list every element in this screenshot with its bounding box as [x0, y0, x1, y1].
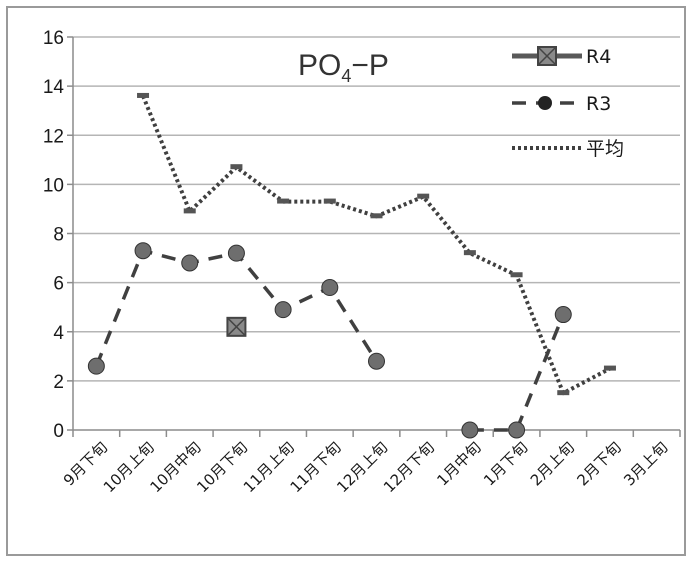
- x-tick-label: 1月下旬: [480, 438, 531, 489]
- series-layer: [87, 92, 616, 439]
- axes: [72, 37, 681, 437]
- y-tick-label: 14: [43, 77, 65, 98]
- data-point-r3: [368, 352, 385, 370]
- legend-swatch-r3-marker: [538, 96, 552, 110]
- y-tick-label: 16: [43, 28, 64, 49]
- data-point-r3: [227, 244, 245, 262]
- data-point-average: [463, 250, 476, 256]
- data-point-average: [183, 208, 196, 214]
- legend: R4 R3 平均: [512, 46, 624, 160]
- chart-frame: [6, 6, 686, 556]
- y-tick-label: 2: [53, 372, 64, 393]
- data-point-average: [137, 92, 150, 98]
- x-tick-label: 3月上旬: [620, 438, 671, 489]
- data-point-r3: [554, 306, 572, 324]
- x-tick-label: 12月下旬: [380, 438, 438, 496]
- data-point-r3: [461, 421, 479, 439]
- chart-title-main: PO: [298, 49, 341, 82]
- y-tick-label: 0: [53, 421, 64, 442]
- y-tick-label: 8: [53, 225, 64, 246]
- data-point-r3: [321, 279, 339, 297]
- data-point-average: [370, 213, 383, 219]
- data-point-average: [323, 198, 336, 204]
- x-tick-labels: 9月下旬10月上旬10月中旬10月下旬11月上旬11月下旬12月上旬12月下旬1…: [60, 438, 672, 496]
- data-point-r3: [274, 301, 292, 319]
- data-point-r4-cross: [226, 317, 246, 337]
- data-point-r3: [87, 357, 105, 375]
- data-point-average: [510, 272, 523, 278]
- data-point-average: [557, 390, 570, 396]
- chart-title: PO4−P: [298, 49, 389, 86]
- series-R3-line: [94, 248, 378, 367]
- data-point-average: [417, 193, 430, 199]
- x-tick-label: 2月下旬: [573, 438, 624, 489]
- legend-label-average: 平均: [586, 138, 624, 160]
- data-point-average: [277, 198, 290, 204]
- data-point-average: [603, 365, 616, 371]
- legend-item-average: 平均: [512, 138, 624, 160]
- data-point-r3: [508, 421, 526, 439]
- y-tick-label: 10: [43, 175, 64, 196]
- data-point-average: [230, 164, 243, 170]
- y-tick-label: 4: [53, 323, 64, 344]
- legend-label-r3: R3: [586, 93, 611, 115]
- chart-title-suffix: −P: [351, 49, 389, 82]
- gridlines: [67, 36, 680, 431]
- data-point-r3: [181, 254, 199, 272]
- x-tick-label: 1月中旬: [433, 438, 484, 489]
- data-point-r3: [134, 242, 152, 260]
- y-tick-label: 12: [43, 126, 64, 147]
- legend-item-r3: R3: [512, 93, 611, 115]
- series-平均-line: [141, 95, 611, 396]
- legend-label-r4: R4: [586, 46, 611, 68]
- legend-item-r4: R4: [512, 46, 611, 68]
- legend-swatch-r4-cross-b: [537, 46, 557, 66]
- y-tick-label: 6: [53, 274, 64, 295]
- x-tick-label: 2月上旬: [527, 438, 578, 489]
- chart-title-subscript: 4: [341, 66, 351, 86]
- y-tick-labels: 0 2 4 6 8 10 12 14 16: [43, 28, 65, 442]
